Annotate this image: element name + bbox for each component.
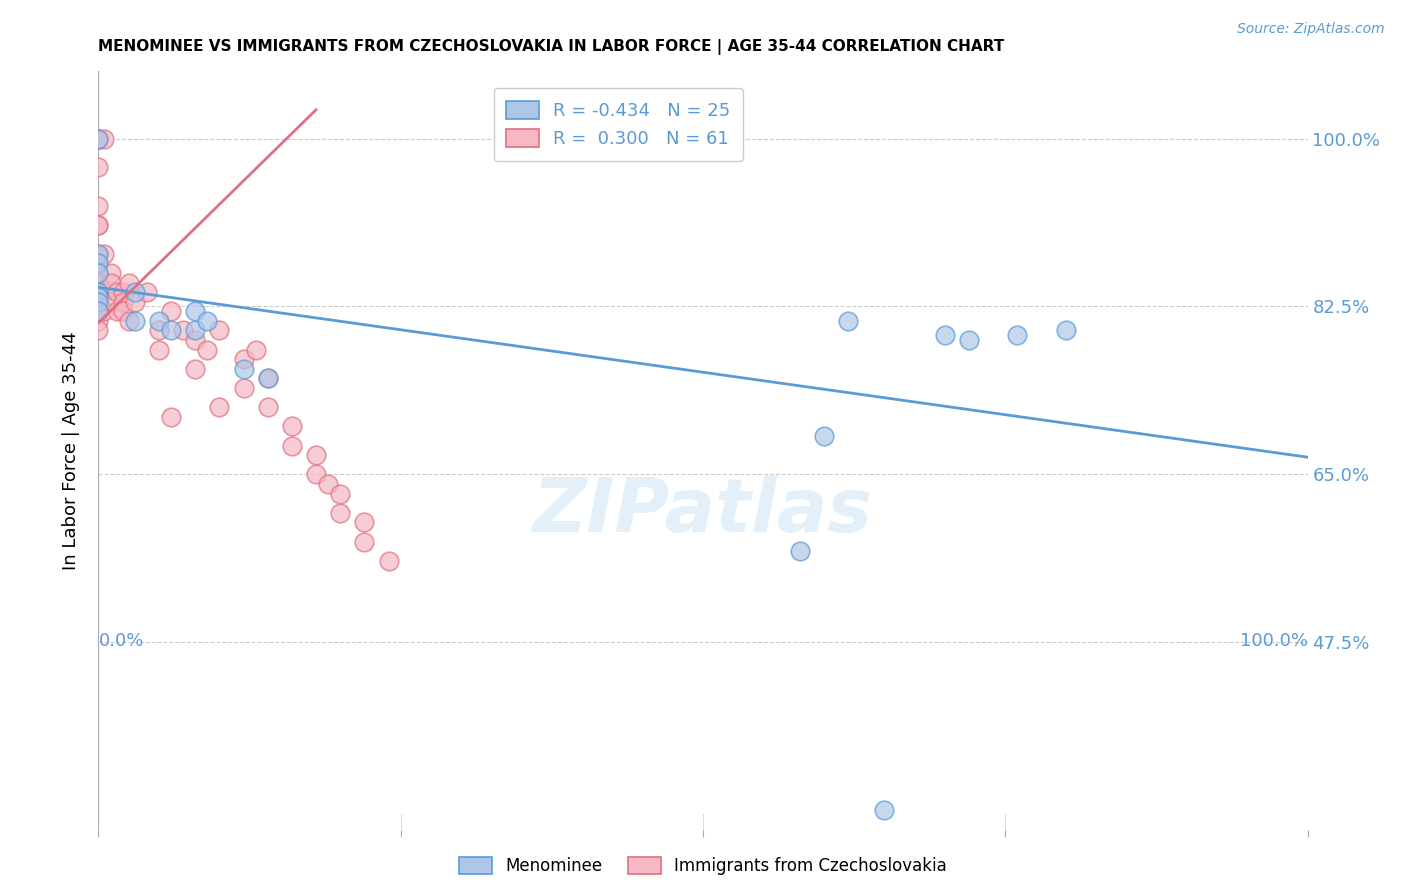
Point	[87, 131, 110, 145]
Point	[232, 362, 254, 376]
Point	[377, 554, 399, 568]
Point	[160, 304, 183, 318]
Point	[281, 419, 304, 434]
Point	[184, 362, 207, 376]
Point	[184, 304, 207, 318]
Point	[124, 314, 146, 328]
Point	[124, 294, 146, 309]
Point	[124, 285, 146, 299]
Point	[100, 266, 122, 280]
Point	[87, 131, 110, 145]
Point	[111, 285, 134, 299]
Point	[305, 448, 328, 462]
Point	[1054, 324, 1077, 338]
Point	[105, 304, 128, 318]
Point	[105, 285, 128, 299]
Point	[87, 276, 110, 290]
Point	[93, 304, 115, 318]
Point	[111, 294, 134, 309]
Point	[87, 324, 110, 338]
Point	[87, 131, 110, 145]
Point	[329, 486, 352, 500]
Point	[316, 477, 339, 491]
Point	[184, 324, 207, 338]
Text: MENOMINEE VS IMMIGRANTS FROM CZECHOSLOVAKIA IN LABOR FORCE | AGE 35-44 CORRELATI: MENOMINEE VS IMMIGRANTS FROM CZECHOSLOVA…	[98, 38, 1005, 54]
Point	[87, 256, 110, 270]
Point	[160, 324, 183, 338]
Point	[837, 314, 859, 328]
Point	[118, 314, 141, 328]
Point	[245, 343, 267, 357]
Point	[256, 371, 278, 385]
Point	[148, 343, 170, 357]
Point	[87, 314, 110, 328]
Point	[232, 381, 254, 395]
Y-axis label: In Labor Force | Age 35-44: In Labor Force | Age 35-44	[62, 331, 80, 570]
Point	[172, 324, 194, 338]
Point	[87, 266, 110, 280]
Legend: R = -0.434   N = 25, R =  0.300   N = 61: R = -0.434 N = 25, R = 0.300 N = 61	[494, 88, 744, 161]
Point	[184, 333, 207, 347]
Legend: Menominee, Immigrants from Czechoslovakia: Menominee, Immigrants from Czechoslovaki…	[450, 849, 956, 884]
Point	[118, 276, 141, 290]
Point	[87, 131, 110, 145]
Point	[208, 401, 231, 415]
Point	[353, 534, 375, 549]
Text: 100.0%: 100.0%	[1240, 632, 1308, 650]
Point	[100, 276, 122, 290]
Point	[281, 439, 304, 453]
Point	[256, 371, 278, 385]
Point	[148, 314, 170, 328]
Point	[87, 199, 110, 213]
Point	[87, 285, 110, 299]
Point	[195, 314, 218, 328]
Point	[87, 294, 110, 309]
Point	[87, 285, 110, 299]
Point	[934, 328, 956, 343]
Point	[87, 246, 110, 260]
Point	[87, 218, 110, 232]
Point	[87, 266, 110, 280]
Point	[329, 506, 352, 520]
Point	[256, 401, 278, 415]
Point	[195, 343, 218, 357]
Point	[160, 409, 183, 424]
Point	[93, 246, 115, 260]
Point	[813, 429, 835, 443]
Point	[93, 285, 115, 299]
Point	[111, 304, 134, 318]
Point	[87, 294, 110, 309]
Point	[87, 161, 110, 175]
Point	[232, 352, 254, 367]
Text: ZIPatlas: ZIPatlas	[533, 475, 873, 548]
Point	[148, 324, 170, 338]
Point	[87, 294, 110, 309]
Point	[87, 290, 110, 304]
Point	[100, 294, 122, 309]
Point	[87, 218, 110, 232]
Point	[873, 803, 896, 817]
Text: Source: ZipAtlas.com: Source: ZipAtlas.com	[1237, 22, 1385, 37]
Text: 0.0%: 0.0%	[98, 632, 143, 650]
Point	[135, 285, 157, 299]
Point	[789, 544, 811, 558]
Point	[93, 131, 115, 145]
Point	[1007, 328, 1029, 343]
Point	[305, 467, 328, 482]
Point	[87, 131, 110, 145]
Point	[353, 516, 375, 530]
Point	[87, 304, 110, 318]
Point	[87, 246, 110, 260]
Point	[87, 256, 110, 270]
Point	[208, 324, 231, 338]
Point	[87, 304, 110, 318]
Point	[957, 333, 980, 347]
Point	[87, 131, 110, 145]
Point	[87, 285, 110, 299]
